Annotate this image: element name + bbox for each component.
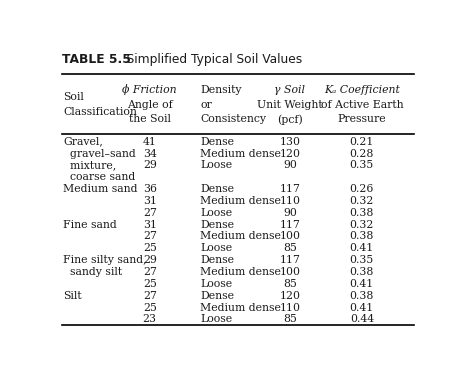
- Text: γ Soil: γ Soil: [274, 84, 305, 94]
- Text: Density: Density: [200, 84, 241, 94]
- Text: Dense: Dense: [200, 184, 233, 194]
- Text: 100: 100: [279, 231, 300, 241]
- Text: 130: 130: [279, 137, 300, 147]
- Text: 0.44: 0.44: [349, 314, 373, 324]
- Text: Simplified Typical Soil Values: Simplified Typical Soil Values: [114, 53, 301, 66]
- Text: Loose: Loose: [200, 208, 232, 218]
- Text: 0.41: 0.41: [349, 243, 373, 253]
- Text: Classification: Classification: [63, 107, 137, 117]
- Text: 90: 90: [282, 208, 296, 218]
- Text: Dense: Dense: [200, 255, 233, 265]
- Text: mixture,: mixture,: [63, 160, 116, 170]
- Text: Angle of: Angle of: [126, 99, 172, 109]
- Text: Loose: Loose: [200, 279, 232, 289]
- Text: 31: 31: [143, 219, 156, 230]
- Text: 90: 90: [282, 160, 296, 170]
- Text: 0.38: 0.38: [349, 291, 373, 301]
- Text: 25: 25: [143, 302, 156, 312]
- Text: Medium dense: Medium dense: [200, 267, 280, 277]
- Text: 0.26: 0.26: [349, 184, 373, 194]
- Text: the Soil: the Soil: [128, 115, 170, 124]
- Text: gravel–sand: gravel–sand: [63, 148, 136, 158]
- Text: Loose: Loose: [200, 160, 232, 170]
- Text: 0.35: 0.35: [349, 255, 373, 265]
- Text: 85: 85: [282, 314, 296, 324]
- Text: 85: 85: [282, 243, 296, 253]
- Text: 23: 23: [143, 314, 156, 324]
- Text: 100: 100: [279, 267, 300, 277]
- Text: 31: 31: [143, 196, 156, 206]
- Text: Medium dense: Medium dense: [200, 231, 280, 241]
- Text: Soil: Soil: [63, 92, 84, 102]
- Text: Medium sand: Medium sand: [63, 184, 138, 194]
- Text: Medium dense: Medium dense: [200, 196, 280, 206]
- Text: Medium dense: Medium dense: [200, 148, 280, 158]
- Text: 117: 117: [279, 255, 300, 265]
- Text: 25: 25: [143, 279, 156, 289]
- Text: Pressure: Pressure: [337, 115, 385, 124]
- Text: 29: 29: [143, 255, 156, 265]
- Text: Kₐ Coefficient: Kₐ Coefficient: [323, 84, 399, 94]
- Text: Medium dense: Medium dense: [200, 302, 280, 312]
- Text: of Active Earth: of Active Earth: [320, 99, 402, 109]
- Text: 85: 85: [282, 279, 296, 289]
- Text: sandy silt: sandy silt: [63, 267, 122, 277]
- Text: 0.41: 0.41: [349, 302, 373, 312]
- Text: 117: 117: [279, 184, 300, 194]
- Text: ϕ Friction: ϕ Friction: [122, 84, 176, 95]
- Text: coarse sand: coarse sand: [63, 172, 135, 182]
- Text: or: or: [200, 99, 211, 109]
- Text: Fine sand: Fine sand: [63, 219, 117, 230]
- Text: Fine silty sand,: Fine silty sand,: [63, 255, 147, 265]
- Text: 0.41: 0.41: [349, 279, 373, 289]
- Text: 0.38: 0.38: [349, 208, 373, 218]
- Text: 41: 41: [143, 137, 156, 147]
- Text: 110: 110: [279, 196, 300, 206]
- Text: 0.21: 0.21: [349, 137, 373, 147]
- Text: Loose: Loose: [200, 243, 232, 253]
- Text: Unit Weight: Unit Weight: [257, 99, 322, 109]
- Text: 27: 27: [143, 267, 156, 277]
- Text: 36: 36: [143, 184, 156, 194]
- Text: 120: 120: [279, 148, 300, 158]
- Text: 29: 29: [143, 160, 156, 170]
- Text: Dense: Dense: [200, 219, 233, 230]
- Text: Dense: Dense: [200, 291, 233, 301]
- Text: 27: 27: [143, 208, 156, 218]
- Text: 0.28: 0.28: [349, 148, 373, 158]
- Text: Consistency: Consistency: [200, 115, 265, 124]
- Text: 0.32: 0.32: [349, 219, 373, 230]
- Text: Silt: Silt: [63, 291, 82, 301]
- Text: 0.32: 0.32: [349, 196, 373, 206]
- Text: Dense: Dense: [200, 137, 233, 147]
- Text: (pcf): (pcf): [276, 114, 302, 125]
- Text: 25: 25: [143, 243, 156, 253]
- Text: 0.38: 0.38: [349, 231, 373, 241]
- Text: 120: 120: [279, 291, 300, 301]
- Text: Loose: Loose: [200, 314, 232, 324]
- Text: 117: 117: [279, 219, 300, 230]
- Text: 34: 34: [143, 148, 156, 158]
- Text: 0.35: 0.35: [349, 160, 373, 170]
- Text: TABLE 5.5: TABLE 5.5: [62, 53, 130, 66]
- Text: 27: 27: [143, 291, 156, 301]
- Text: 110: 110: [279, 302, 300, 312]
- Text: Gravel,: Gravel,: [63, 137, 103, 147]
- Text: 0.38: 0.38: [349, 267, 373, 277]
- Text: 27: 27: [143, 231, 156, 241]
